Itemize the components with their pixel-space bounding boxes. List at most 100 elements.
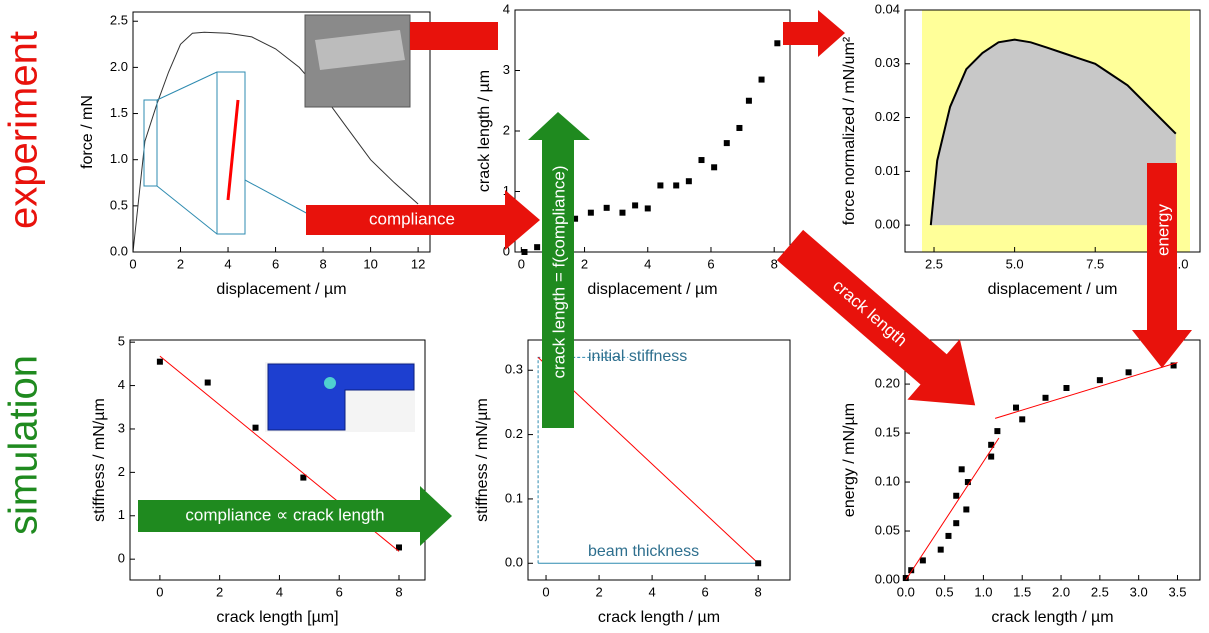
x-tick-label: 2 [177, 256, 184, 271]
y-tick-label: 4 [118, 377, 125, 392]
arrow-label: energy [1153, 204, 1172, 256]
y-tick-label: 0.0 [505, 555, 523, 570]
arrow [306, 190, 540, 250]
x-axis-label: displacement / µm [587, 281, 717, 298]
x-tick-label: 6 [336, 584, 343, 599]
data-point [1063, 385, 1070, 391]
data-line [537, 357, 759, 564]
row-label: experiment [2, 31, 46, 229]
arrow [783, 10, 845, 57]
y-tick-label: 0 [503, 243, 510, 258]
data-point [963, 506, 970, 513]
data-point [723, 140, 730, 147]
plot-frame [514, 9, 791, 253]
arrow [138, 486, 452, 546]
zoom-box [143, 99, 158, 187]
x-tick-label: 4 [648, 584, 655, 599]
y-tick-label: 0.15 [875, 424, 900, 439]
fem-mesh [267, 363, 415, 431]
plot-frame [527, 339, 791, 581]
x-tick-label: 2 [581, 256, 588, 271]
y-tick-label: 2 [503, 122, 510, 137]
data-point [919, 557, 926, 564]
x-tick-label: 4 [276, 584, 283, 599]
sem-beam [315, 30, 405, 70]
x-tick-label: 2 [595, 584, 602, 599]
x-tick-label: 2.5 [925, 256, 943, 271]
y-axis-label: stiffness / mN/µm [91, 398, 108, 522]
arrows: compliance crack length = f(compliance) … [138, 10, 1192, 546]
data-point [619, 209, 626, 216]
data-point [587, 209, 594, 216]
data-line [905, 437, 1000, 581]
x-tick-label: 2 [216, 584, 223, 599]
data-point [1042, 394, 1049, 401]
data-point [252, 424, 259, 431]
data-point [988, 453, 995, 460]
y-tick-label: 0.20 [875, 376, 900, 391]
data-point [673, 182, 680, 189]
data-point [1170, 362, 1177, 369]
arrow-label: crack length = f(compliance) [549, 165, 568, 378]
data-point [964, 479, 971, 486]
data-point [945, 532, 952, 539]
data-line [929, 38, 1177, 226]
x-tick-label: 3.0 [1130, 584, 1148, 599]
y-tick-label: 0.00 [875, 571, 900, 586]
plot-frame [132, 11, 431, 253]
arrow [776, 229, 976, 406]
x-tick-label: 1.0 [974, 584, 992, 599]
y-tick-label: 1.0 [110, 151, 128, 166]
insets [143, 14, 415, 432]
y-tick-label: 2.5 [110, 13, 128, 28]
data-line [994, 362, 1178, 419]
y-tick-label: 0.1 [505, 490, 523, 505]
y-tick-label: 1.5 [110, 105, 128, 120]
data-point [1019, 416, 1026, 423]
data-point [988, 441, 995, 448]
x-axis-label: crack length / µm [598, 609, 720, 626]
x-tick-label: 6 [272, 256, 279, 271]
data-line [132, 31, 419, 253]
data-point [1013, 404, 1020, 411]
y-axis-label: force / mN [79, 95, 96, 169]
y-tick-label: 0.0 [110, 243, 128, 258]
data-point [644, 205, 651, 212]
y-tick-label: 0.05 [875, 522, 900, 537]
data-point [958, 466, 965, 473]
x-tick-label: 1.5 [1013, 584, 1031, 599]
y-tick-label: 2.0 [110, 59, 128, 74]
x-tick-label: 8 [395, 584, 402, 599]
arrow-label: compliance ∝ crack length [185, 505, 384, 524]
x-tick-label: 4 [644, 256, 651, 271]
data-point [572, 215, 579, 222]
fem-hotspot [324, 377, 336, 389]
y-tick-label: 0 [118, 551, 125, 566]
arrow [410, 22, 498, 50]
x-axis-label: crack length [µm] [216, 609, 338, 626]
y-tick-label: 2 [118, 464, 125, 479]
data-point [736, 124, 743, 131]
data-point [156, 358, 163, 365]
x-tick-label: 0 [542, 584, 549, 599]
x-tick-label: 0.0 [897, 584, 915, 599]
data-point [603, 204, 610, 211]
x-tick-label: 0.5 [936, 584, 954, 599]
zoom-box [216, 71, 246, 235]
x-tick-label: 0 [518, 256, 525, 271]
x-axis-label: displacement / µm [216, 281, 346, 298]
x-tick-label: 2.0 [1052, 584, 1070, 599]
data-point [745, 97, 752, 104]
y-tick-label: 3 [503, 62, 510, 77]
y-tick-label: 0.04 [875, 1, 900, 16]
annotation: beam thickness [588, 543, 699, 560]
zoom-line [156, 185, 218, 235]
x-tick-label: 8 [755, 584, 762, 599]
annotation: initial stiffness [588, 348, 687, 365]
plot-frame [904, 339, 1201, 581]
y-tick-label: 4 [503, 1, 510, 16]
y-tick-label: 0.5 [110, 197, 128, 212]
x-tick-label: 0 [156, 584, 163, 599]
